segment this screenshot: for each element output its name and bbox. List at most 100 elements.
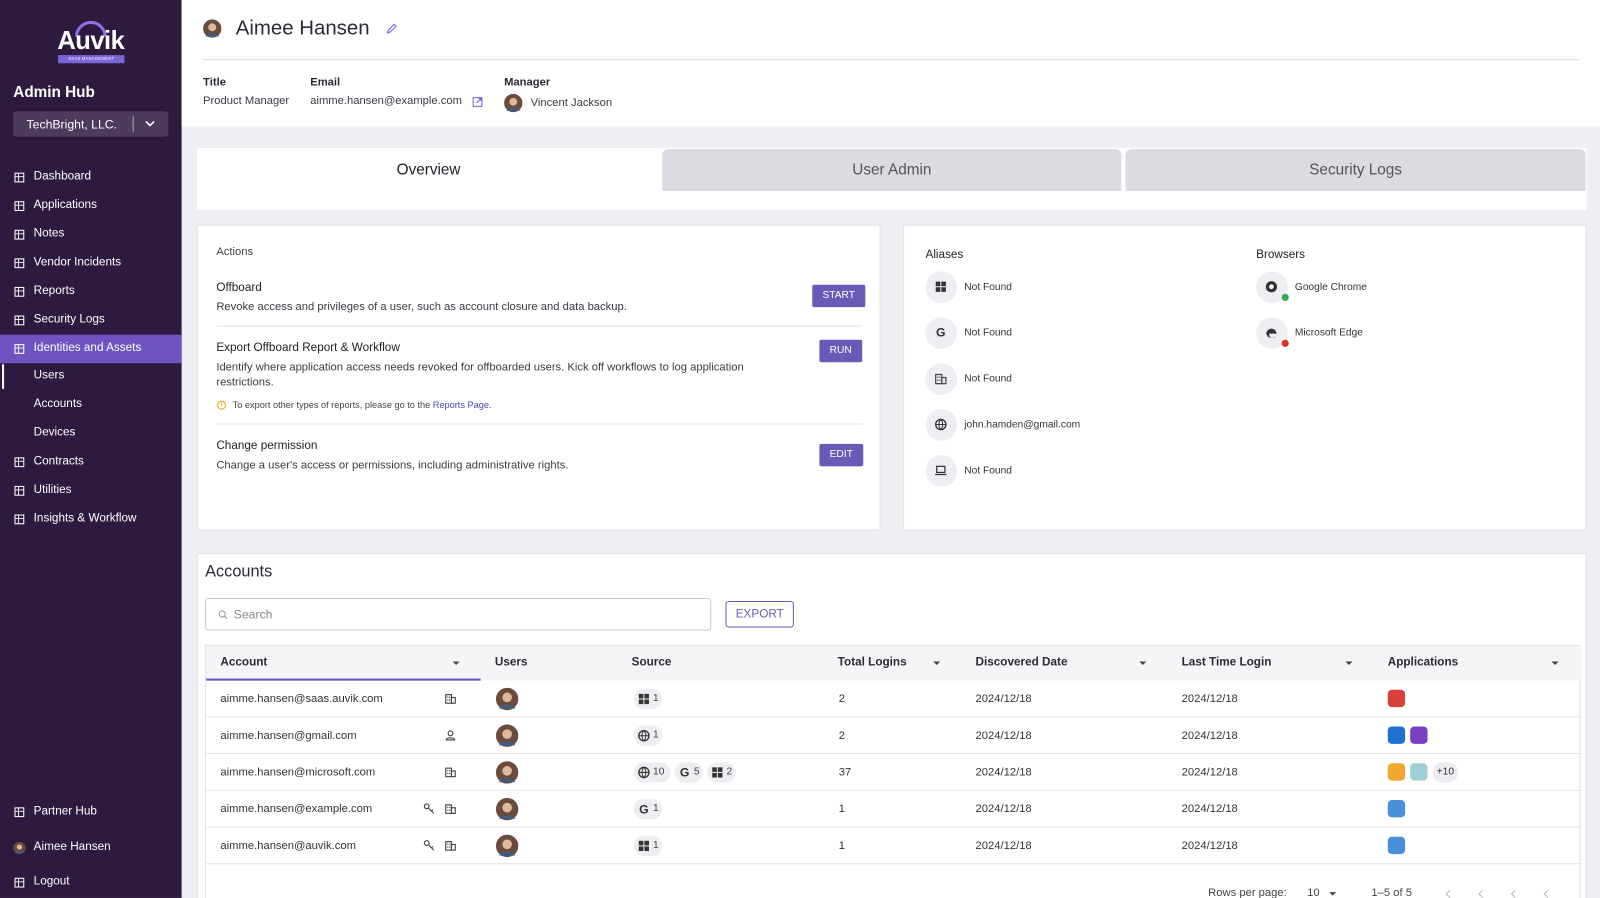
alias-value: Not Found [964,373,1012,385]
nav-item[interactable]: Accounts [0,391,182,420]
alias-icon [935,373,947,385]
rows-caret [1329,892,1337,896]
nav-icon-wrap [13,199,25,212]
app-icon[interactable] [1387,689,1406,708]
footer-item[interactable]: Logout [0,872,182,894]
rows-caret-wrap [1327,887,1339,898]
source-chip: 1 [633,688,663,710]
account-type-icon-wrap [444,692,457,705]
field-label: Title [203,76,226,89]
nav-icon [14,514,25,525]
sort-icon-wrap [1549,656,1561,668]
app-icon[interactable] [1387,763,1406,781]
apps-more[interactable]: +10 [1432,762,1459,783]
note-end: . [488,399,492,411]
nav-item[interactable]: Security Logs [0,306,182,335]
alias-value: Not Found [964,465,1012,477]
total-logins: 1 [838,803,846,816]
nav-item[interactable]: Identities and Assets [0,334,182,364]
edit-icon [386,23,397,34]
app-icon[interactable] [1410,763,1428,781]
tab[interactable]: Overview [198,148,659,191]
rows-per-page[interactable]: 10 [1307,886,1320,898]
browser-icon [1266,328,1277,338]
nav-item[interactable]: Vendor Incidents [0,249,182,278]
column-header[interactable]: Applications [1387,656,1459,669]
source-icon-wrap [637,765,651,779]
footer-item[interactable]: Aimee Hansen [0,838,182,860]
sort-icon [1551,661,1559,666]
total-logins: 37 [838,766,852,779]
browsers-heading: Browsers [1256,248,1306,262]
source-chip: 2 [707,762,736,783]
source-icon: G [680,766,690,780]
profile-avatar [203,19,222,38]
footer-icon-wrap [13,805,25,818]
nav-item[interactable]: Reports [0,278,182,307]
nav-icon-wrap [13,342,25,354]
app-icon[interactable] [1387,836,1406,855]
nav-item[interactable]: Users [0,362,182,391]
action-button[interactable]: EDIT [819,443,864,467]
nav-icon [14,172,25,183]
nav-item[interactable]: Applications [0,192,182,221]
action-button[interactable]: RUN [819,339,862,363]
tab[interactable]: User Admin [662,148,1122,191]
column-header[interactable]: Discovered Date [975,656,1068,669]
action-title: Offboard [216,281,262,294]
org-select[interactable]: TechBright, LLC. [13,111,169,137]
identity-card: Aliases Not Found G Not Found Not Found john.… [903,224,1587,531]
nav-icon-wrap [13,170,25,183]
page-range: 1–5 of 5 [1371,886,1412,898]
source-icon [638,766,650,779]
nav-item[interactable]: Utilities [0,477,182,506]
nav-item[interactable]: Insights & Workflow [0,505,182,534]
tab-label: Overview [396,161,461,179]
export-button[interactable]: EXPORT [725,601,794,628]
browser-name: Google Chrome [1294,281,1367,293]
alias-icon: G [936,326,946,340]
account-type-icon-wrap [444,765,457,778]
column-header[interactable]: Account [220,656,268,669]
nav-icon [14,457,25,468]
browser-name: Microsoft Edge [1294,327,1363,339]
external-link [472,97,483,107]
nav-icon [14,286,25,297]
nav-item[interactable]: Dashboard [0,163,182,192]
org-divider [132,116,134,132]
sort-icon-wrap [1343,656,1355,668]
account-type-icon [445,841,456,851]
logo-arc [74,20,107,37]
column-header[interactable]: Total Logins [837,656,907,669]
field-value: aimme.hansen@example.com [310,94,462,108]
app-icon[interactable] [1410,726,1428,744]
aliases-heading: Aliases [925,248,964,262]
nav-label: Vendor Incidents [33,256,122,269]
alias-value: Not Found [964,281,1012,293]
app-icon[interactable] [1387,726,1406,744]
browser-status [1281,293,1289,302]
column-header[interactable]: Last Time Login [1181,656,1272,669]
browser-status [1281,339,1289,347]
account-email: aimme.hansen@auvik.com [220,839,356,853]
account-type-icon [445,804,456,814]
footer-item[interactable]: Partner Hub [0,802,182,824]
search-box[interactable]: Search [205,597,712,631]
search-icon-wrap [217,608,229,620]
note-link[interactable]: Reports Page [432,399,489,411]
action-button[interactable]: START [812,284,866,308]
nav-icon [14,344,25,354]
nav-item[interactable]: Devices [0,419,182,448]
source-count: 1 [653,803,659,815]
nav-icon-wrap [13,313,25,326]
source-icon-wrap [710,765,724,779]
profile-name: Aimee Hansen [235,17,370,40]
source-icon-wrap: G [678,765,692,780]
tab[interactable]: Security Logs [1125,148,1586,191]
total-logins: 2 [838,692,846,706]
last-login: 2024/12/18 [1181,729,1238,742]
nav-item[interactable]: Notes [0,220,182,249]
nav-icon [14,485,25,496]
nav-item[interactable]: Contracts [0,448,182,477]
app-icon[interactable] [1387,799,1406,818]
